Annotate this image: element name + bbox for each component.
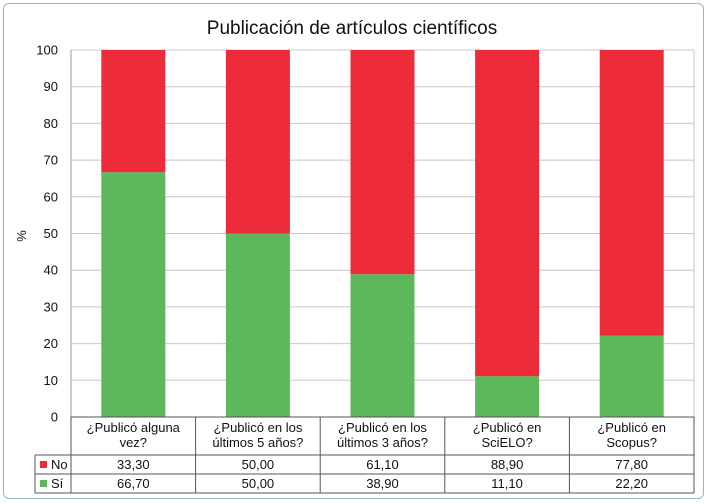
bar-si — [225, 233, 290, 417]
table-cell-value: 11,10 — [491, 476, 523, 491]
table-cell-value: 33,30 — [117, 457, 150, 472]
y-tick-label: 90 — [44, 79, 58, 94]
legend-label: Sí — [51, 476, 64, 491]
y-axis-ticks: 0 10 20 30 40 50 60 70 80 90 100 — [36, 43, 58, 425]
category-label: ¿Publicó alguna — [87, 420, 181, 435]
table-cell-value: 50,00 — [242, 457, 275, 472]
legend-label: No — [51, 457, 68, 472]
bar-si — [475, 376, 540, 417]
y-tick-label: 0 — [51, 410, 58, 425]
category-label: últimos 5 años? — [212, 435, 303, 450]
bar-no — [475, 50, 540, 377]
chart-title: Publicación de artículos científicos — [207, 18, 497, 39]
bar-no — [350, 50, 415, 275]
y-tick-label: 80 — [44, 116, 58, 131]
bar-si — [599, 335, 664, 417]
y-tick-label: 40 — [44, 263, 58, 278]
category-label: ¿Publicó en — [597, 420, 666, 435]
category-label: SciELO? — [481, 435, 532, 450]
y-tick-label: 20 — [44, 336, 58, 351]
y-tick-label: 30 — [44, 299, 58, 314]
table-cell-value: 88,90 — [491, 457, 524, 472]
category-label: últimos 3 años? — [337, 435, 428, 450]
bars — [101, 50, 664, 417]
y-tick-label: 50 — [44, 226, 58, 241]
table-cell-value: 77,80 — [615, 457, 648, 472]
bar-no — [599, 50, 664, 336]
bar-si — [350, 274, 415, 417]
bar-si — [101, 172, 166, 417]
table-cell-value: 66,70 — [117, 476, 150, 491]
table-cell-value: 50,00 — [242, 476, 275, 491]
category-label: vez? — [120, 435, 147, 450]
bar-no — [225, 50, 290, 234]
y-tick-label: 70 — [44, 153, 58, 168]
y-tick-label: 100 — [36, 43, 58, 58]
legend-swatch-si — [40, 480, 47, 487]
table-cell-value: 38,90 — [366, 476, 399, 491]
table-cell-value: 61,10 — [366, 457, 399, 472]
category-label: Scopus? — [606, 435, 657, 450]
category-label: ¿Publicó en los — [213, 420, 302, 435]
table-cell-value: 22,20 — [615, 476, 648, 491]
y-tick-label: 10 — [44, 373, 58, 388]
bar-no — [101, 50, 166, 173]
y-axis-label: % — [14, 230, 29, 242]
category-label: ¿Publicó en los — [338, 420, 427, 435]
category-label: ¿Publicó en — [473, 420, 542, 435]
legend-swatch-no — [40, 461, 47, 468]
y-tick-label: 60 — [44, 189, 58, 204]
